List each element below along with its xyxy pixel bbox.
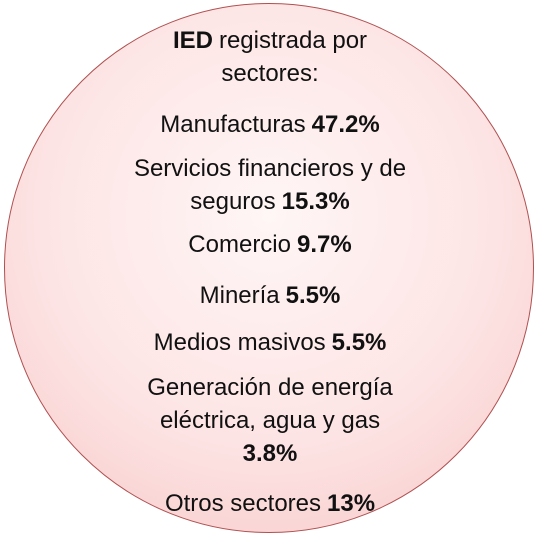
item-label: Comercio bbox=[188, 231, 291, 258]
item-label: Manufacturas bbox=[160, 111, 306, 138]
item-label: Generación de energía eléctrica, agua y … bbox=[147, 374, 393, 434]
title-text: registrada por sectores: bbox=[218, 27, 368, 87]
item-value: 47.2% bbox=[311, 111, 380, 138]
item: Comercio 9.7% bbox=[60, 228, 480, 261]
title-bold: IED bbox=[172, 27, 213, 54]
item-label: Otros sectores bbox=[164, 490, 321, 517]
item: Manufacturas 47.2% bbox=[60, 108, 480, 141]
item-value: 15.3% bbox=[281, 188, 350, 215]
item: Medios masivos 5.5% bbox=[60, 326, 480, 359]
item-value: 3.8% bbox=[242, 440, 298, 467]
item: Minería 5.5% bbox=[60, 279, 480, 312]
item-label: Minería bbox=[199, 282, 280, 309]
item-label: Servicios financieros y de seguros bbox=[133, 155, 407, 215]
item: Otros sectores 13% bbox=[60, 487, 480, 520]
item-value: 5.5% bbox=[285, 282, 341, 309]
item-value: 9.7% bbox=[297, 231, 352, 258]
circle bbox=[4, 3, 534, 533]
item: Servicios financieros y de seguros 15.3% bbox=[90, 152, 450, 218]
item-label: Medios masivos bbox=[153, 329, 326, 356]
item: Generación de energía eléctrica, agua y … bbox=[125, 371, 415, 470]
item-value: 13% bbox=[327, 490, 376, 517]
title: IED registrada por sectores: bbox=[140, 24, 400, 90]
item-value: 5.5% bbox=[331, 329, 387, 356]
